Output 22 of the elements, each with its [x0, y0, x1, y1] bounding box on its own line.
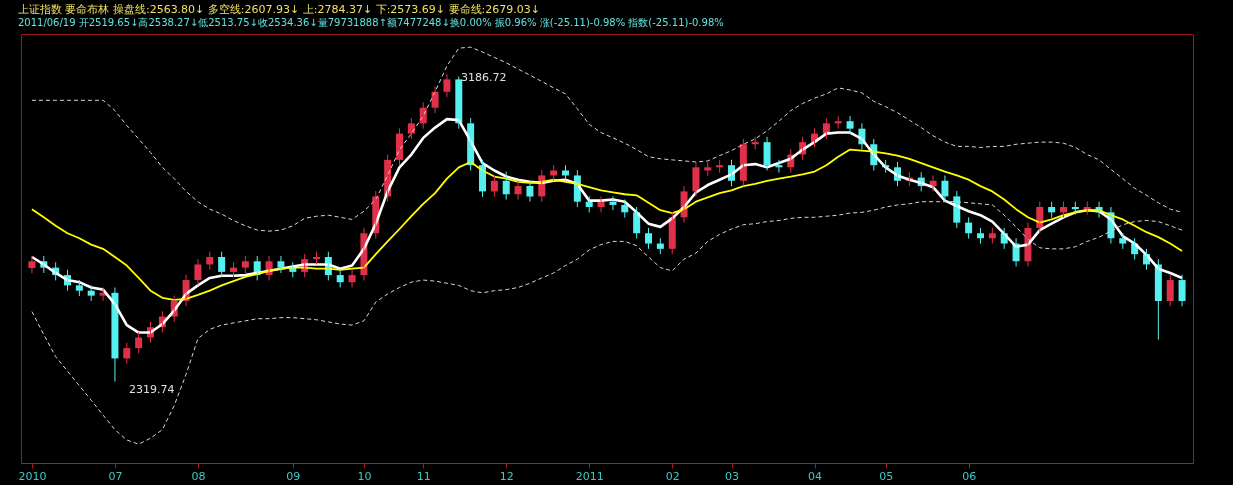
x-tick-label: 12	[499, 469, 514, 483]
candlestick	[704, 161, 712, 177]
x-tick-label: 05	[879, 469, 894, 483]
x-tick-label: 02	[665, 469, 680, 483]
chart-subtitle: 2011/06/19 开2519.65↓高2538.27↓低2513.75↓收2534.36↓量79731888↑额7477248↓换0.00% 振0.96% 涨(-25.11)-0.98% 指数(-25.11)-0.98%	[17, 17, 724, 28]
candlestick	[75, 279, 83, 297]
candlestick	[645, 227, 652, 250]
annotation: 2319.74	[128, 382, 175, 396]
x-tick-label: 06	[962, 469, 977, 483]
annotation: 3186.72	[460, 71, 507, 85]
x-tick-label: 10	[357, 469, 372, 483]
x-tick-label: 03	[725, 469, 739, 483]
x-tick-label: 11	[416, 469, 431, 483]
chart-title: 上证指数 要命布林 操盘线:2563.80↓ 多空线:2607.93↓ 上:2784.37↓ 下:2573.69↓ 要命线:2679.03↓	[17, 3, 540, 16]
x-tick-label: 09	[286, 469, 301, 483]
x-tick-label: 07	[108, 469, 123, 483]
x-tick-label: 04	[808, 469, 822, 483]
x-tick-label: 2011	[575, 469, 604, 483]
x-tick-label: 08	[191, 469, 206, 483]
x-tick-label: 2010	[18, 469, 47, 483]
candlestick	[241, 255, 249, 274]
candlestick	[1119, 232, 1127, 250]
